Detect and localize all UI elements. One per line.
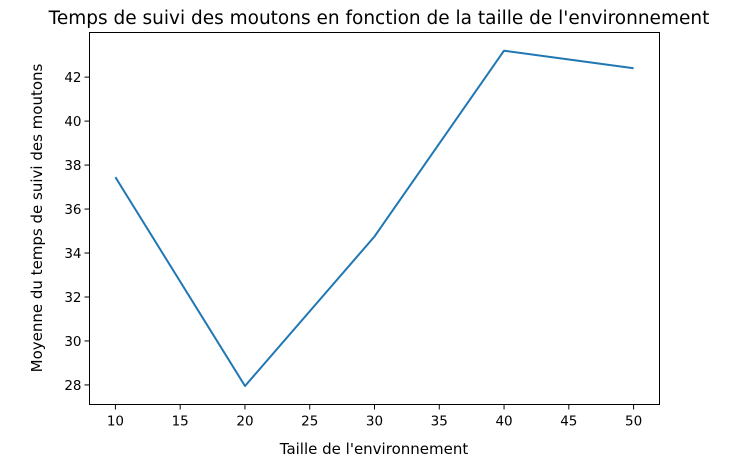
plot-area: 10 15 20 25 30 35 40 45 50 28 30 32 34 36 38 40 42: [64, 32, 660, 430]
x-tick-label: 45: [560, 414, 577, 430]
y-axis: 28 30 32 34 36 38 40 42: [64, 70, 90, 394]
x-tick-label: 50: [625, 414, 642, 430]
y-tick-label: 38: [64, 158, 81, 174]
x-tick-label: 40: [495, 414, 512, 430]
x-tick-label: 20: [236, 414, 253, 430]
x-axis: 10 15 20 25 30 35 40 45 50: [107, 404, 642, 430]
y-tick-label: 32: [64, 290, 81, 306]
y-tick-label: 28: [64, 378, 81, 394]
x-tick-label: 35: [431, 414, 448, 430]
chart-title: Temps de suivi des moutons en fonction d…: [48, 8, 710, 29]
y-tick-label: 36: [64, 202, 81, 218]
x-tick-label: 30: [366, 414, 383, 430]
plot-frame: [89, 32, 660, 405]
y-tick-label: 42: [64, 70, 81, 86]
x-tick-label: 10: [107, 414, 124, 430]
x-tick-label: 15: [172, 414, 189, 430]
series-line: [114, 49, 634, 387]
y-tick-label: 30: [64, 334, 81, 350]
x-tick-label: 25: [301, 414, 318, 430]
y-axis-label: Moyenne du temps de suivi des moutons: [28, 63, 46, 372]
y-tick-label: 40: [64, 114, 81, 130]
y-tick-label: 34: [64, 246, 81, 262]
x-axis-label: Taille de l'environnement: [279, 440, 469, 458]
